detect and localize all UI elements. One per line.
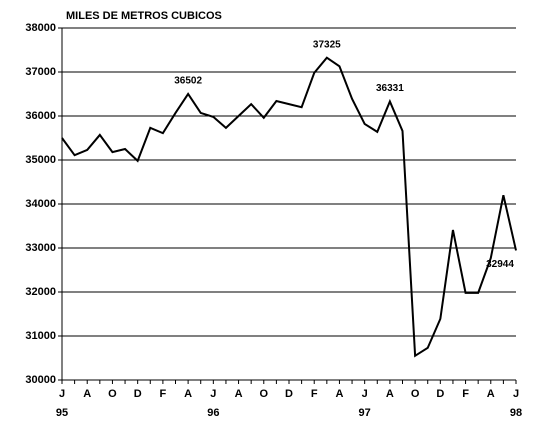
value-label: 37325 <box>313 39 341 50</box>
y-tick-label: 34000 <box>25 198 56 210</box>
line <box>61 56 517 358</box>
x-tick-label: A <box>335 388 343 400</box>
value-label: 32944 <box>486 259 514 270</box>
chart-title: MILES DE METROS CUBICOS <box>66 10 222 22</box>
x-tick-label: A <box>83 388 91 400</box>
y-tick-label: 36000 <box>25 110 56 122</box>
value-label: 36331 <box>376 83 404 94</box>
year-label: 98 <box>510 407 522 419</box>
x-tick-label: A <box>184 388 192 400</box>
x-tick-label: F <box>160 388 167 400</box>
x-tick-label: O <box>259 388 268 400</box>
year-label: 95 <box>56 407 68 419</box>
y-tick-label: 37000 <box>25 66 56 78</box>
x-tick-label: A <box>487 388 495 400</box>
x-tick-label: F <box>311 388 318 400</box>
x-tick-label: A <box>386 388 394 400</box>
x-tick-label: O <box>108 388 117 400</box>
value-label: 36502 <box>174 76 202 87</box>
y-tick-label: 38000 <box>25 22 56 34</box>
y-tick-label: 32000 <box>25 286 56 298</box>
year-label: 97 <box>359 407 371 419</box>
y-tick-label: 31000 <box>25 330 56 342</box>
x-tick-label: J <box>59 388 65 400</box>
x-tick-label: D <box>436 388 444 400</box>
x-tick-label: J <box>362 388 368 400</box>
x-tick-label: D <box>285 388 293 400</box>
y-tick-label: 33000 <box>25 242 56 254</box>
year-label: 96 <box>207 407 219 419</box>
x-tick-label: J <box>513 388 519 400</box>
y-tick-label: 35000 <box>25 154 56 166</box>
x-tick-label: D <box>134 388 142 400</box>
x-tick-label: O <box>411 388 420 400</box>
x-tick-label: F <box>462 388 469 400</box>
y-tick-label: 30000 <box>25 374 56 386</box>
x-tick-label: J <box>210 388 216 400</box>
x-tick-label: A <box>235 388 243 400</box>
